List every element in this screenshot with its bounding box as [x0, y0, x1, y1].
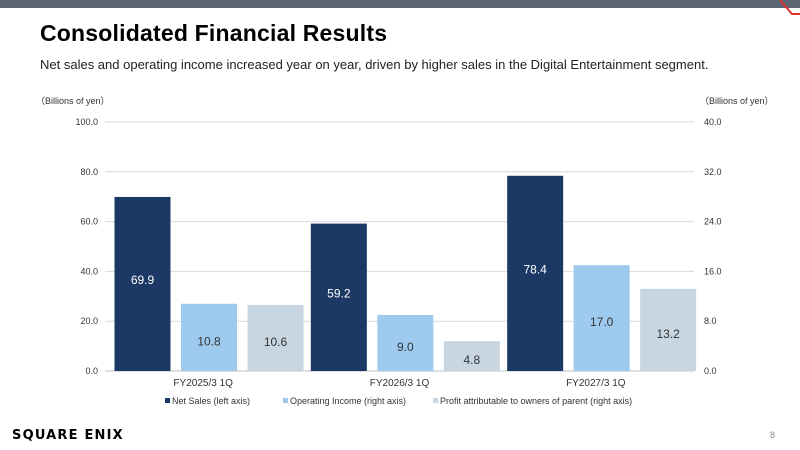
operating-income-bar	[181, 303, 237, 371]
financial-results-chart: （Billions of yen） （Billions of yen） 0.0 0.…	[36, 96, 774, 406]
company-logo: SQUARE ENIX	[12, 428, 124, 443]
operating-income-legend-label: Operating Income (right axis)	[290, 396, 406, 406]
left-axis-tick-label: 20.0	[80, 316, 98, 326]
left-axis-tick-label: 100.0	[75, 117, 98, 127]
operating-income-data-label: 10.8	[197, 334, 221, 348]
page-subtitle: Net sales and operating income increased…	[40, 57, 709, 72]
operating-income-legend-swatch	[283, 398, 288, 403]
page-number: 8	[769, 430, 775, 440]
net-sales-data-label: 78.4	[523, 262, 547, 276]
right-axis-tick-label: 8.0	[704, 316, 717, 326]
profit-bar	[247, 305, 304, 371]
operating-income-bar	[573, 265, 630, 371]
right-axis-unit-label: （Billions of yen）	[700, 96, 774, 106]
left-axis-tick-label: 80.0	[80, 167, 98, 177]
operating-income-bar	[377, 314, 434, 371]
top-bar	[0, 0, 800, 8]
net-sales-data-label: 59.2	[327, 286, 351, 300]
corner-accent-icon	[779, 0, 800, 15]
right-axis-tick-label: 0.0	[704, 366, 717, 376]
left-axis-tick-label: 60.0	[80, 217, 98, 227]
net-sales-bar	[507, 175, 564, 371]
profit-legend-swatch	[433, 398, 438, 403]
operating-income-data-label: 9.0	[397, 340, 414, 354]
page-title: Consolidated Financial Results	[40, 20, 388, 46]
net-sales-legend-label: Net Sales (left axis)	[172, 396, 250, 406]
profit-bar	[640, 288, 697, 371]
profit-bar	[443, 341, 500, 371]
right-axis-tick-label: 40.0	[704, 117, 722, 127]
left-axis-unit-label: （Billions of yen）	[36, 96, 110, 106]
net-sales-data-label: 69.9	[131, 273, 155, 287]
profit-data-label: 4.8	[463, 353, 480, 367]
net-sales-bar	[114, 196, 171, 371]
net-sales-bar	[310, 223, 367, 371]
profit-data-label: 10.6	[264, 335, 288, 349]
category-label: FY2026/3 1Q	[370, 378, 430, 389]
category-label: FY2027/3 1Q	[566, 378, 626, 389]
left-axis-tick-label: 0.0	[85, 366, 98, 376]
right-axis-tick-label: 16.0	[704, 266, 722, 276]
profit-data-label: 13.2	[656, 327, 680, 341]
profit-legend-label: Profit attributable to owners of parent …	[440, 396, 632, 406]
category-label: FY2025/3 1Q	[173, 378, 233, 389]
left-axis-tick-label: 40.0	[80, 266, 98, 276]
net-sales-legend-swatch	[165, 398, 170, 403]
operating-income-data-label: 17.0	[590, 315, 614, 329]
right-axis-tick-label: 32.0	[704, 167, 722, 177]
right-axis-tick-label: 24.0	[704, 217, 722, 227]
